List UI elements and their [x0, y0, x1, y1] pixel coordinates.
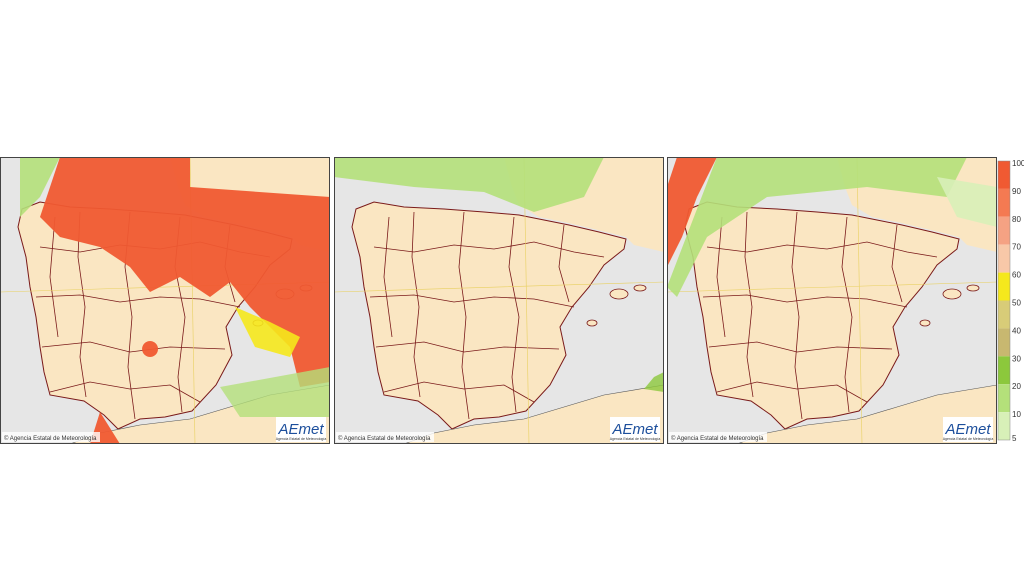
colorbar-band: [998, 272, 1010, 301]
map-panel: © Agencia Estatal de Meteorología AEmetAg…: [667, 157, 997, 444]
colorbar-band: [998, 328, 1010, 357]
colorbar-band: [998, 188, 1010, 217]
probability-area: [644, 372, 664, 392]
panel-border: [0, 157, 330, 444]
logo: AEmet: [611, 421, 658, 438]
probability-area: [667, 157, 717, 267]
colorbar-label: 50: [1012, 299, 1021, 308]
credit-box: [669, 432, 767, 442]
colorbar-band: [998, 384, 1010, 413]
colorbar-label: 60: [1012, 271, 1021, 280]
map: [667, 157, 997, 444]
probability-area: [220, 367, 330, 417]
probability-area: [667, 157, 967, 297]
map: [334, 157, 664, 444]
credit: © Agencia Estatal de Meteorología: [4, 435, 97, 442]
panel-border: [667, 157, 997, 444]
map-panel: © Agencia Estatal de Meteorología AEmetAg…: [0, 157, 330, 444]
credit-box: [2, 432, 100, 442]
colorbar-band: [998, 356, 1010, 385]
probability-area: [142, 341, 159, 357]
colorbar-label: 5: [1012, 434, 1017, 443]
colorbar-band: [998, 216, 1010, 245]
credit-box: [336, 432, 434, 442]
credit: © Agencia Estatal de Meteorología: [338, 435, 431, 442]
probability-area: [40, 157, 330, 387]
logo: AEmet: [277, 421, 324, 438]
probability-field: [334, 157, 664, 392]
logo-box: [943, 417, 993, 442]
map-panel: © Agencia Estatal de Meteorología AEmetAg…: [334, 157, 664, 444]
map: [0, 157, 330, 444]
logo-subtitle: Agencia Estatal de Meteorología: [276, 437, 327, 441]
probability-field: [20, 157, 330, 444]
probability-area: [334, 157, 604, 212]
logo: AEmet: [944, 421, 991, 438]
probability-area: [20, 157, 60, 217]
probability-field: [667, 157, 997, 297]
colorbar-label: 80: [1012, 215, 1021, 224]
colorbar-label: 90: [1012, 187, 1021, 196]
logo-box: [610, 417, 660, 442]
probability-area: [235, 307, 300, 357]
credit: © Agencia Estatal de Meteorología: [671, 435, 764, 442]
colorbar-label: 30: [1012, 354, 1021, 363]
colorbar-band: [998, 244, 1010, 273]
probability-area: [937, 177, 997, 227]
logo-box: [276, 417, 326, 442]
panel-border: [334, 157, 664, 444]
colorbar-band: [998, 161, 1010, 189]
colorbar-border: [997, 160, 1011, 441]
colorbar-band: [998, 412, 1010, 440]
colorbar-label: 40: [1012, 326, 1021, 335]
colorbar-band: [998, 300, 1010, 329]
logo-subtitle: Agencia Estatal de Meteorología: [610, 437, 661, 441]
colorbar-label: 70: [1012, 243, 1021, 252]
colorbar-label: 20: [1012, 382, 1021, 391]
colorbar-label: 100: [1012, 159, 1024, 168]
colorbar-label: 10: [1012, 410, 1021, 419]
logo-subtitle: Agencia Estatal de Meteorología: [943, 437, 994, 441]
